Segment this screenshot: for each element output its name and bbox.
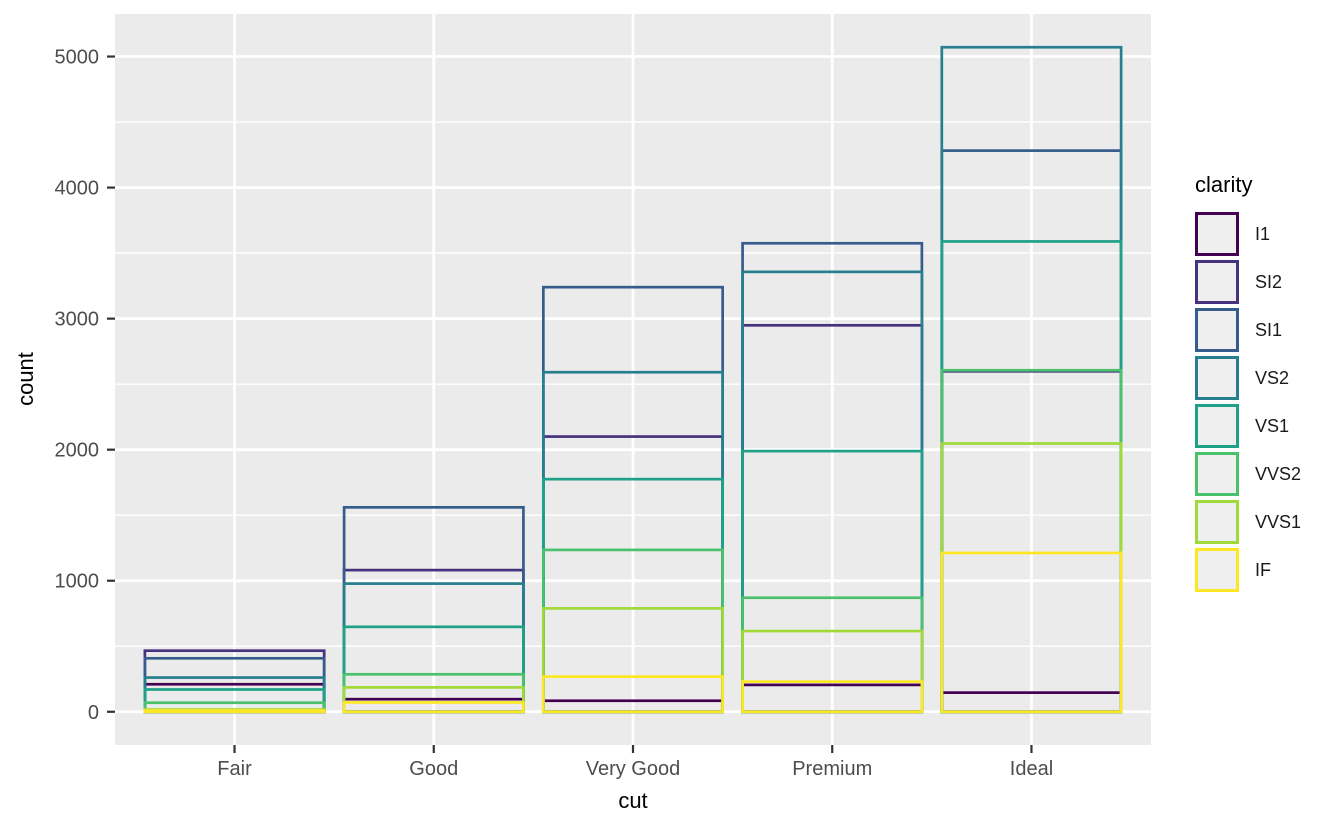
legend-item-label: VS1	[1255, 416, 1290, 437]
legend-item-i1: I1	[1195, 212, 1301, 257]
y-axis-title: count	[13, 352, 38, 406]
y-axis-tick-label: 1000	[55, 571, 100, 593]
legend-title: clarity	[1195, 172, 1253, 197]
x-axis-tick-label: Very Good	[586, 758, 681, 780]
y-axis-tick-label: 4000	[55, 178, 100, 200]
bar-outline-if-good	[342, 701, 525, 714]
legend-item-label: SI1	[1255, 320, 1283, 341]
bar-outline-if-very-good	[541, 675, 725, 714]
legend-key-swatch-si2	[1195, 260, 1239, 305]
legend-item-vs2: VS2	[1195, 356, 1301, 401]
y-axis-tick-label: 3000	[55, 309, 100, 331]
legend-item-label: SI2	[1255, 272, 1283, 293]
legend-item-vvs2: VVS2	[1195, 452, 1302, 497]
legend-key-swatch-si1	[1195, 308, 1239, 353]
legend-item-if: IF	[1195, 548, 1301, 593]
y-axis-tick-label: 5000	[55, 47, 100, 69]
bar-outline-if-premium	[741, 680, 924, 714]
legend-item-si2: SI2	[1195, 260, 1301, 305]
legend-item-vs1: VS1	[1195, 404, 1301, 449]
legend: clarity I1 SI2 SI1 VS2 VS1 VVS2 VVS1 IF	[1195, 172, 1302, 593]
x-axis-tick-label: Good	[409, 758, 458, 780]
legend-key-swatch-if	[1195, 548, 1239, 593]
legend-items: I1 SI2 SI1 VS2 VS1 VVS2 VVS1 IF	[1195, 212, 1302, 593]
legend-item-label: I1	[1255, 224, 1271, 245]
x-axis-tick-label: Ideal	[1010, 758, 1053, 780]
legend-item-si1: SI1	[1195, 308, 1301, 353]
legend-key-swatch-vvs2	[1195, 452, 1239, 497]
legend-key-swatch-vs1	[1195, 404, 1239, 449]
bar-outline-if-ideal	[940, 551, 1123, 714]
x-axis-title: cut	[618, 788, 648, 813]
legend-item-vvs1: VVS1	[1195, 500, 1302, 545]
legend-item-label: IF	[1255, 560, 1271, 581]
legend-item-label: VVS1	[1255, 512, 1302, 533]
y-axis-tick-label: 0	[88, 702, 99, 724]
legend-item-label: VS2	[1255, 368, 1290, 389]
x-axis-tick-label: Fair	[217, 758, 252, 780]
legend-key-swatch-vvs1	[1195, 500, 1239, 545]
legend-key-swatch-vs2	[1195, 356, 1239, 401]
legend-key-swatch-i1	[1195, 212, 1239, 257]
bar-outline-if-fair	[143, 709, 326, 714]
y-axis-tick-label: 2000	[55, 440, 100, 462]
x-axis-tick-label: Premium	[792, 758, 872, 780]
legend-item-label: VVS2	[1255, 464, 1302, 485]
